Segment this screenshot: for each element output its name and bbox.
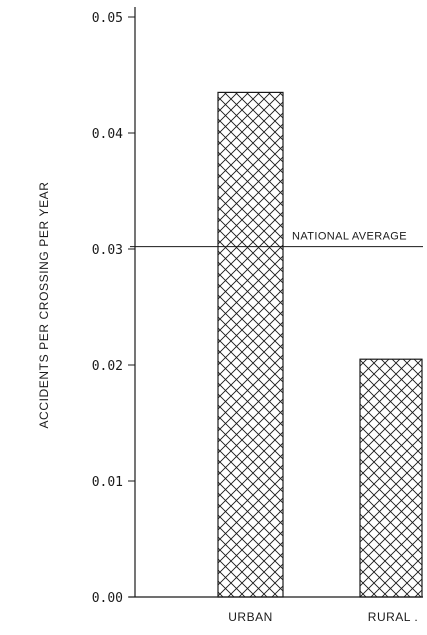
x-category-label: RURAL . [368,610,418,624]
x-category-label: URBAN [228,610,273,624]
plot-area: 0.00 0.01 0.02 0.03 0.04 0.05 NATIONAL AVERAG… [92,7,423,624]
y-tick-label: 0.04 [92,127,123,142]
bar-rural [359,358,423,598]
y-axis-label: ACCIDENTS PER CROSSING PER YEAR [37,181,51,428]
y-tick-label: 0.03 [92,243,123,258]
y-tick-label: 0.01 [92,475,123,490]
y-tick-label: 0.00 [92,591,123,606]
national-average-label: NATIONAL AVERAGE [292,231,407,243]
y-tick-label: 0.05 [92,11,123,26]
y-tick-label: 0.02 [92,359,123,374]
bar-urban [217,91,284,598]
